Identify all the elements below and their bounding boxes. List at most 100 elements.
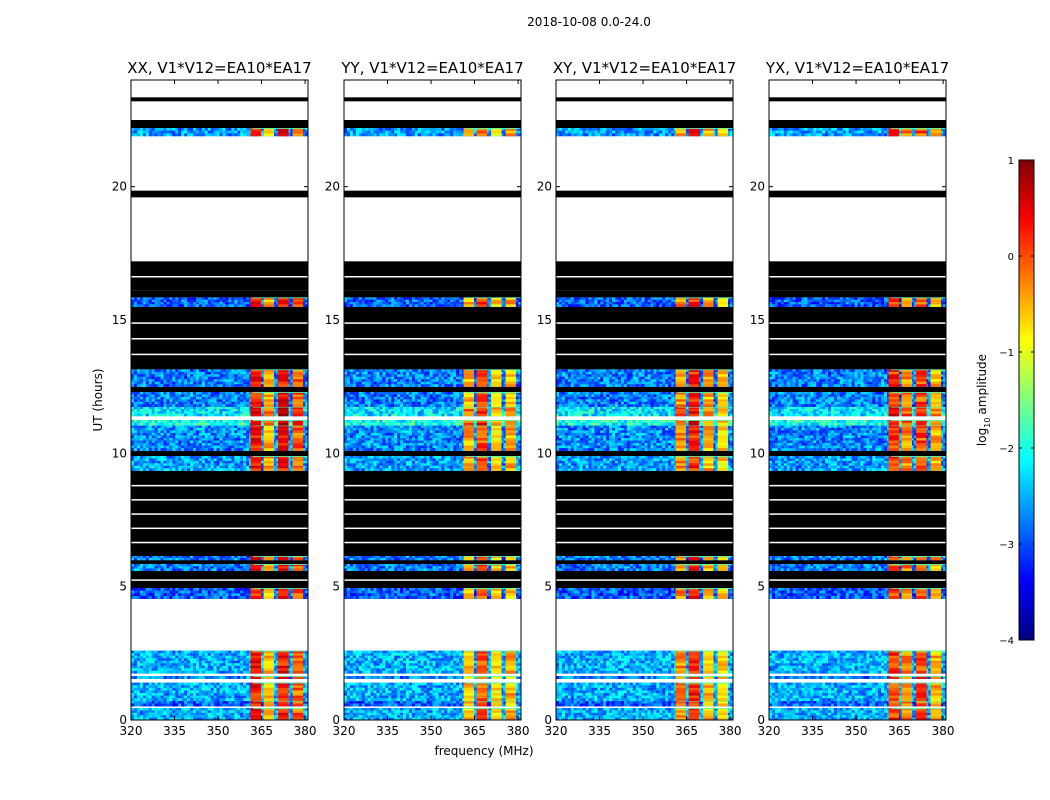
y-tick-label: 15 xyxy=(325,313,340,327)
y-axis-label: UT (hours) xyxy=(91,368,105,431)
x-tick-label: 320 xyxy=(545,724,568,738)
colorbar-gradient xyxy=(1018,159,1035,641)
masked-block xyxy=(556,97,733,102)
masked-block xyxy=(769,450,946,456)
y-tick-label: 5 xyxy=(332,580,340,594)
x-tick-label: 365 xyxy=(888,724,911,738)
masked-block xyxy=(556,190,733,198)
x-tick-label: 380 xyxy=(932,724,955,738)
panel-3: YX, V1*V12=EA10*EA17 320 335 350 365 380 0 5 10 1… xyxy=(750,59,955,738)
masked-block xyxy=(769,386,946,392)
y-tick-label: 0 xyxy=(544,713,552,727)
x-tick-label: 335 xyxy=(588,724,611,738)
y-tick-label: 0 xyxy=(757,713,765,727)
x-tick-label: 335 xyxy=(801,724,824,738)
masked-block xyxy=(344,120,521,128)
colorbar-tick-label: −1 xyxy=(999,348,1014,359)
masked-block xyxy=(769,120,946,128)
x-tick-label: 380 xyxy=(719,724,742,738)
panel-image xyxy=(556,80,733,720)
y-tick-label: 5 xyxy=(757,580,765,594)
y-tick-label: 10 xyxy=(537,446,552,460)
x-tick-label: 365 xyxy=(250,724,273,738)
x-tick-label: 380 xyxy=(294,724,317,738)
y-tick-label: 0 xyxy=(119,713,127,727)
colorbar: −4 −3 −2 −1 0 1 log10 amplitude xyxy=(975,156,1035,647)
x-tick-label: 380 xyxy=(507,724,530,738)
colorbar-label-rest: amplitude xyxy=(975,354,989,415)
x-tick-label: 320 xyxy=(333,724,356,738)
panel-image xyxy=(131,80,308,720)
y-tick-label: 5 xyxy=(544,580,552,594)
figure-suptitle: 2018-10-08 0.0-24.0 xyxy=(527,15,651,29)
y-tick-label: 5 xyxy=(119,580,127,594)
colorbar-tick-label: 0 xyxy=(1008,252,1014,263)
masked-block xyxy=(556,120,733,128)
colorbar-tick-label: −4 xyxy=(999,636,1014,647)
x-tick-label: 320 xyxy=(120,724,143,738)
colorbar-ticks: −4 −3 −2 −1 0 1 xyxy=(999,156,1034,647)
colorbar-tick-label: 1 xyxy=(1008,156,1014,167)
y-tick-label: 10 xyxy=(325,446,340,460)
panel-image xyxy=(769,80,946,720)
y-tick-label: 15 xyxy=(537,313,552,327)
masked-block xyxy=(769,560,946,564)
masked-block xyxy=(344,450,521,456)
masked-block xyxy=(131,97,308,102)
y-tick-label: 15 xyxy=(112,313,127,327)
panel-0: XX, V1*V12=EA10*EA17 320 335 350 365 380 0 5 10 1… xyxy=(112,59,317,738)
colorbar-tick-label: −3 xyxy=(999,540,1014,551)
x-tick-label: 335 xyxy=(163,724,186,738)
y-tick-label: 10 xyxy=(112,446,127,460)
masked-block xyxy=(769,290,946,298)
x-tick-label: 320 xyxy=(758,724,781,738)
y-tick-label: 10 xyxy=(750,446,765,460)
y-tick-label: 20 xyxy=(325,180,340,194)
y-tick-label: 20 xyxy=(750,180,765,194)
x-tick-label: 350 xyxy=(845,724,868,738)
masked-block xyxy=(131,290,308,298)
panel-title: YY, V1*V12=EA10*EA17 xyxy=(340,59,523,77)
panel-image xyxy=(344,80,521,720)
colorbar-label: log10 amplitude xyxy=(975,354,992,446)
x-tick-label: 350 xyxy=(420,724,443,738)
masked-block xyxy=(556,386,733,392)
colorbar-tick-label: −2 xyxy=(999,444,1014,455)
masked-block xyxy=(131,190,308,198)
masked-block xyxy=(131,450,308,456)
y-tick-label: 20 xyxy=(112,180,127,194)
masked-block xyxy=(769,97,946,102)
panel-1: YY, V1*V12=EA10*EA17 320 335 350 365 380 0 5 10 1… xyxy=(325,59,530,738)
masked-block xyxy=(131,560,308,564)
y-tick-label: 15 xyxy=(750,313,765,327)
masked-block xyxy=(131,120,308,128)
panel-frame xyxy=(555,79,734,721)
x-tick-label: 365 xyxy=(463,724,486,738)
panel-title: XY, V1*V12=EA10*EA17 xyxy=(553,59,736,77)
y-tick-label: 0 xyxy=(332,713,340,727)
masked-block xyxy=(344,97,521,102)
colorbar-label-base: log xyxy=(975,428,989,446)
panel-frame xyxy=(130,79,309,721)
panel-title: YX, V1*V12=EA10*EA17 xyxy=(765,59,949,77)
masked-block xyxy=(344,560,521,564)
panel-frame xyxy=(343,79,522,721)
panel-2: XY, V1*V12=EA10*EA17 320 335 350 365 380 0 5 10 1… xyxy=(537,59,742,738)
spectrogram-panels: XX, V1*V12=EA10*EA17 320 335 350 365 380 0 5 10 1… xyxy=(112,59,955,738)
masked-block xyxy=(131,386,308,392)
masked-block xyxy=(344,190,521,198)
colorbar-label-sub: 10 xyxy=(983,418,992,428)
masked-block xyxy=(556,560,733,564)
x-tick-label: 335 xyxy=(376,724,399,738)
y-tick-label: 20 xyxy=(537,180,552,194)
masked-block xyxy=(769,190,946,198)
panel-frame xyxy=(768,79,947,721)
panel-title: XX, V1*V12=EA10*EA17 xyxy=(127,59,311,77)
masked-block xyxy=(344,386,521,392)
masked-block xyxy=(556,290,733,298)
x-axis-label: frequency (MHz) xyxy=(434,744,533,758)
masked-block xyxy=(344,290,521,298)
x-tick-label: 350 xyxy=(207,724,230,738)
masked-block xyxy=(556,450,733,456)
